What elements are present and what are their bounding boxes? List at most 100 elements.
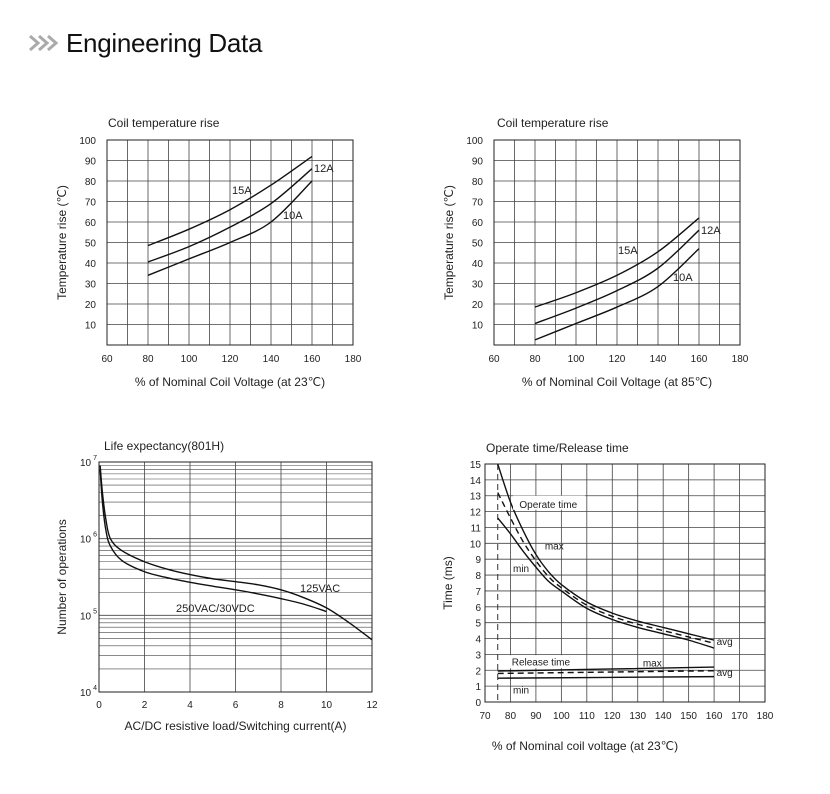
y-tick-label: 80	[85, 177, 97, 188]
series-label-10a: 10A	[283, 210, 303, 222]
y-tick-label: 14	[470, 476, 482, 487]
series-label-250vac-30vdc: 250VAC/30VDC	[176, 603, 255, 615]
y-tick-label: 10	[472, 321, 484, 332]
chart-coil85: Coil temperature rise % of Nominal Coil V…	[442, 116, 749, 389]
series-label-min: min	[513, 685, 529, 696]
y-tick-label: 70	[472, 198, 484, 209]
x-tick-label: 6	[233, 700, 239, 711]
y-tick-label: 100	[466, 136, 483, 147]
y-tick-label: 30	[472, 280, 484, 291]
x-tick-label: 160	[706, 711, 723, 722]
y-tick-label: 8	[475, 571, 481, 582]
x-tick-label: 130	[629, 711, 646, 722]
y-tick-label: 90	[472, 157, 484, 168]
y-axis-label: Temperature rise (℃)	[442, 185, 456, 300]
y-tick-label: 10 5	[80, 608, 97, 622]
x-tick-label: 110	[579, 711, 595, 722]
x-tick-label: 12	[366, 700, 378, 711]
chart-optime: Operate time/Release time % of Nominal co…	[441, 441, 774, 753]
y-tick-label: 0	[475, 698, 481, 709]
x-tick-label: 60	[101, 354, 113, 365]
series-label-max: max	[643, 658, 662, 669]
y-tick-label: 50	[472, 239, 484, 250]
chart-title: Coil temperature rise	[108, 116, 220, 130]
series-label-15a: 15A	[618, 245, 638, 257]
x-tick-label: 8	[278, 700, 284, 711]
x-tick-label: 160	[691, 354, 708, 365]
series-line-15a	[147, 155, 313, 247]
y-axis-label: Temperature rise (℃)	[55, 185, 69, 300]
y-tick-label: 60	[85, 218, 97, 229]
y-tick-label: 70	[85, 198, 97, 209]
series-label-avg: avg	[717, 668, 733, 679]
y-tick-label: 40	[472, 259, 484, 270]
series-label-max: max	[545, 542, 564, 553]
series-line-10a	[534, 248, 700, 341]
double-chevron-icon	[29, 34, 59, 52]
y-tick-label: 30	[85, 280, 97, 291]
series-label-125vac: 125VAC	[300, 583, 340, 595]
x-tick-label: 140	[263, 354, 280, 365]
series-line-125vac	[99, 465, 373, 641]
y-tick-label: 4	[475, 635, 481, 646]
x-tick-label: 120	[604, 711, 621, 722]
x-tick-label: 180	[757, 711, 774, 722]
annotation-bg	[513, 495, 585, 510]
x-tick-label: 100	[568, 354, 585, 365]
y-tick-label: 7	[475, 587, 481, 598]
y-tick-label: 1	[475, 682, 481, 693]
x-tick-label: 170	[731, 711, 748, 722]
series-line-operate-time-max	[497, 463, 715, 641]
series-line-12a	[534, 229, 700, 325]
y-axis-label: Time (ms)	[441, 556, 455, 610]
y-tick-label: 11	[471, 523, 482, 534]
y-tick-label: 40	[85, 259, 97, 270]
x-tick-label: 150	[680, 711, 697, 722]
series-line-operate-time-min	[497, 517, 715, 649]
x-tick-label: 60	[488, 354, 500, 365]
x-axis-label: % of Nominal coil voltage (at 23℃)	[492, 739, 678, 753]
y-tick-label: 13	[470, 492, 482, 503]
y-tick-label: 10	[85, 321, 97, 332]
y-tick-label: 100	[79, 136, 96, 147]
x-tick-label: 90	[530, 711, 542, 722]
annotation-operate-time: Operate time	[519, 500, 577, 511]
y-tick-label: 15	[470, 460, 482, 471]
annotation-release-time: Release time	[512, 658, 571, 669]
y-tick-label: 90	[85, 157, 97, 168]
x-tick-label: 100	[181, 354, 198, 365]
series-line-operate-time-avg	[497, 492, 715, 644]
page-header: Engineering Data	[28, 26, 262, 60]
x-tick-label: 70	[479, 711, 491, 722]
plot-frame	[484, 463, 766, 703]
x-axis-label: % of Nominal Coil Voltage (at 85℃)	[522, 375, 712, 389]
y-tick-label: 60	[472, 218, 484, 229]
series-label-15a: 15A	[232, 185, 252, 197]
x-tick-label: 120	[222, 354, 239, 365]
x-tick-label: 2	[142, 700, 148, 711]
x-tick-label: 140	[650, 354, 667, 365]
y-tick-label: 3	[475, 650, 481, 661]
y-axis-label: Number of operations	[55, 519, 69, 634]
series-line-release-time-min	[497, 675, 715, 679]
x-tick-label: 180	[732, 354, 749, 365]
x-tick-label: 160	[304, 354, 321, 365]
page-title: Engineering Data	[66, 27, 263, 58]
y-tick-label: 12	[470, 508, 482, 519]
x-tick-label: 80	[142, 354, 154, 365]
y-tick-label: 80	[472, 177, 484, 188]
y-tick-label: 9	[475, 555, 481, 566]
x-tick-label: 80	[529, 354, 541, 365]
x-tick-label: 80	[505, 711, 517, 722]
chart-title: Life expectancy(801H)	[104, 439, 224, 453]
y-tick-label: 50	[85, 239, 97, 250]
y-tick-label: 10 6	[80, 532, 97, 546]
x-axis-label: AC/DC resistive load/Switching current(A…	[124, 719, 346, 733]
x-tick-label: 0	[96, 700, 102, 711]
series-line-15a	[534, 217, 700, 308]
x-tick-label: 100	[553, 711, 570, 722]
series-line-12a	[147, 168, 313, 263]
y-tick-label: 10	[470, 539, 482, 550]
series-label-12a: 12A	[314, 163, 334, 175]
